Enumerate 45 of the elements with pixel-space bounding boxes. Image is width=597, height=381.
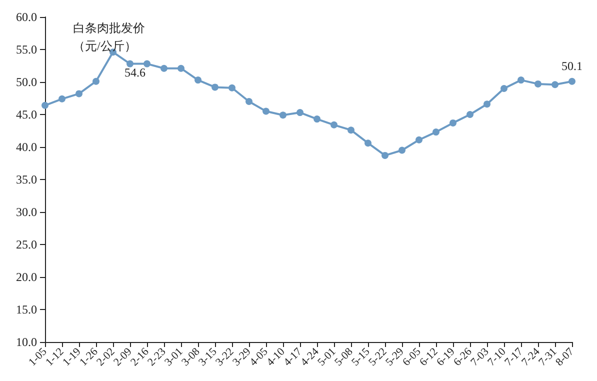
point <box>144 60 150 68</box>
point <box>314 116 320 123</box>
y-tick-label: 10.0 <box>16 335 37 349</box>
point <box>466 111 474 118</box>
point <box>280 112 286 119</box>
point <box>58 95 66 102</box>
point <box>330 121 338 128</box>
point <box>262 108 270 115</box>
point <box>212 84 218 91</box>
point <box>296 109 304 116</box>
data-label: 54.6 <box>124 66 146 80</box>
point <box>126 60 134 68</box>
y-tick-label: 25.0 <box>16 238 37 252</box>
point <box>382 152 388 159</box>
y-tick-label: 40.0 <box>16 140 37 154</box>
point <box>194 76 202 84</box>
point <box>484 100 490 108</box>
point <box>364 140 372 147</box>
point <box>568 78 576 85</box>
point <box>42 102 48 109</box>
point <box>450 119 456 126</box>
point <box>398 146 406 154</box>
point <box>416 136 422 144</box>
y-axis-title: 白条肉批发价（元/公斤） <box>73 21 145 53</box>
point <box>160 64 168 72</box>
y-tick-label: 50.0 <box>16 75 37 89</box>
point <box>348 126 354 134</box>
y-tick-label: 60.0 <box>16 10 37 24</box>
point <box>552 81 558 88</box>
point <box>246 98 252 105</box>
y-tick-label: 45.0 <box>16 108 37 122</box>
y-tick-label: 55.0 <box>16 42 37 56</box>
point <box>76 90 82 98</box>
point <box>92 78 100 85</box>
y-tick-label: 15.0 <box>16 302 37 316</box>
point <box>500 85 508 92</box>
y-tick-label: 20.0 <box>16 270 37 284</box>
y-tick-label: 35.0 <box>16 172 37 186</box>
data-label: 50.1 <box>562 58 582 73</box>
point <box>518 76 524 84</box>
point <box>432 128 440 136</box>
point <box>228 84 236 92</box>
y-tick-label: 30.0 <box>16 205 37 219</box>
point <box>178 64 184 72</box>
point <box>534 80 542 88</box>
